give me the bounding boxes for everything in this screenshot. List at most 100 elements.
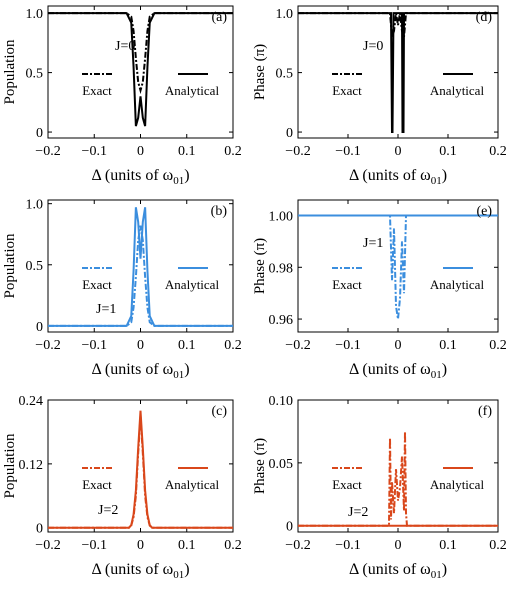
plot-frame [297, 5, 499, 139]
x-tick-label: 0.1 [439, 144, 457, 159]
analytical-series-line [48, 12, 233, 127]
y-tick-label: 1.00 [269, 210, 294, 225]
x-axis-label-close: ) [184, 361, 189, 378]
analytical-series-line [48, 410, 233, 529]
panel-c: −0.2 −0.1 0 0.1 0.2 0 0.12 0.24 Δ (units of ω01)… [2, 394, 242, 581]
y-tick-label: 0.10 [269, 394, 294, 409]
panel-label: (a) [211, 10, 227, 25]
x-tick-label: 0.1 [439, 338, 457, 353]
x-tick-label: 0 [395, 338, 402, 353]
x-axis-label: Δ (units of ω01) [349, 167, 447, 187]
y-axis-label: Phase (π) [252, 238, 268, 294]
x-axis-label-main: Δ (units of ω [91, 561, 173, 578]
x-tick-label: −0.1 [335, 538, 360, 553]
plot-frame [47, 199, 234, 333]
y-tick-label: 0.12 [19, 458, 44, 473]
legend-exact-label: Exact [82, 277, 112, 292]
x-axis-label-close: ) [442, 361, 447, 378]
x-axis-label-close: ) [442, 167, 447, 184]
y-tick-label: 0.96 [269, 313, 294, 328]
y-tick-label: 0.5 [276, 67, 294, 82]
legend-analytical-label: Analytical [165, 277, 220, 292]
y-tick-label: 0.5 [26, 259, 44, 274]
plot-frame [297, 199, 499, 333]
y-axis-label: Population [2, 233, 18, 299]
panel-e: −0.2 −0.1 0 0.1 0.2 0.96 0.98 1.00 Δ (units of ω… [252, 199, 506, 381]
panel-d: −0.2 −0.1 0 0.1 0.2 0 0.5 1.0 Δ (units of ω01) Ph… [252, 5, 506, 187]
j-annotation: J=2 [98, 503, 118, 518]
x-tick-label: 0.2 [224, 338, 242, 353]
y-tick-label: 0 [36, 126, 43, 141]
exact-series-line [48, 415, 233, 529]
x-tick-label: −0.1 [335, 144, 360, 159]
x-tick-label: −0.1 [335, 338, 360, 353]
y-axis-label: Phase (π) [252, 438, 268, 494]
x-tick-label: 0.1 [178, 538, 196, 553]
x-tick-label: 0 [395, 538, 402, 553]
panel-label: (f) [478, 404, 492, 419]
x-tick-label: 0.2 [489, 338, 506, 353]
panel-f: −0.2 −0.1 0 0.1 0.2 0 0.05 0.10 Δ (units of ω01)… [252, 394, 506, 581]
x-tick-label: 0.1 [178, 144, 196, 159]
panel-label: (e) [476, 204, 492, 219]
x-tick-label: −0.1 [82, 338, 107, 353]
x-tick-label: −0.2 [35, 144, 60, 159]
legend-exact-label: Exact [332, 277, 362, 292]
y-axis-label: Phase (π) [252, 44, 268, 100]
x-tick-label: 0.2 [489, 538, 506, 553]
panel-a: −0.2 −0.1 0 0.1 0.2 0 0.5 1.0 Δ (units of ω01) Po… [2, 5, 242, 187]
analytical-series-line [48, 207, 233, 327]
x-axis-label-main: Δ (units of ω [91, 167, 173, 184]
y-axis-label: Population [2, 39, 18, 105]
j-annotation: J=2 [348, 505, 368, 520]
y-tick-label: 1.0 [26, 198, 44, 213]
legend-exact-label: Exact [82, 477, 112, 492]
j-annotation: J=0 [363, 39, 383, 54]
x-axis-label-subscript: 01 [431, 175, 442, 187]
x-axis-label-close: ) [184, 561, 189, 578]
x-tick-label: −0.1 [82, 144, 107, 159]
x-tick-label: −0.2 [285, 144, 310, 159]
x-axis-label-main: Δ (units of ω [349, 167, 431, 184]
x-axis-label-close: ) [442, 561, 447, 578]
exact-series-line [48, 12, 233, 95]
legend-analytical-label: Analytical [430, 277, 485, 292]
j-annotation: J=1 [96, 302, 116, 317]
x-tick-label: 0.1 [178, 338, 196, 353]
legend-exact-label: Exact [332, 83, 362, 98]
x-axis-label-main: Δ (units of ω [91, 361, 173, 378]
x-axis-label-subscript: 01 [431, 369, 442, 381]
y-tick-label: 0.98 [269, 261, 294, 276]
x-tick-label: 0.2 [224, 538, 242, 553]
x-tick-label: −0.2 [35, 338, 60, 353]
exact-series-line [48, 225, 233, 327]
x-axis-label-subscript: 01 [173, 369, 184, 381]
y-tick-label: 1.0 [276, 7, 294, 22]
x-tick-label: 0.2 [224, 144, 242, 159]
x-tick-label: 0.1 [439, 538, 457, 553]
x-axis-label: Δ (units of ω01) [349, 561, 447, 581]
panel-label: (d) [476, 10, 493, 25]
j-annotation: J=1 [363, 236, 383, 251]
x-axis-label-main: Δ (units of ω [349, 361, 431, 378]
y-tick-label: 0 [286, 126, 293, 141]
x-axis-label-subscript: 01 [173, 175, 184, 187]
x-tick-label: 0 [137, 144, 144, 159]
y-tick-label: 0.24 [19, 394, 44, 409]
exact-series-line [298, 214, 498, 320]
panel-b: −0.2 −0.1 0 0.1 0.2 0 0.5 1.0 Δ (units of ω01) Po… [2, 198, 242, 381]
panel-label: (c) [211, 404, 227, 419]
x-tick-label: 0.2 [489, 144, 506, 159]
x-axis-label-main: Δ (units of ω [349, 561, 431, 578]
x-tick-label: −0.2 [285, 338, 310, 353]
x-axis-label: Δ (units of ω01) [91, 167, 189, 187]
exact-series-line [298, 12, 498, 38]
x-axis-label-subscript: 01 [173, 569, 184, 581]
legend-exact-label: Exact [82, 83, 112, 98]
exact-series-line [298, 431, 498, 527]
legend-exact-label: Exact [332, 477, 362, 492]
legend-analytical-label: Analytical [165, 83, 220, 98]
x-tick-label: −0.2 [35, 538, 60, 553]
analytical-series-line [298, 12, 498, 134]
